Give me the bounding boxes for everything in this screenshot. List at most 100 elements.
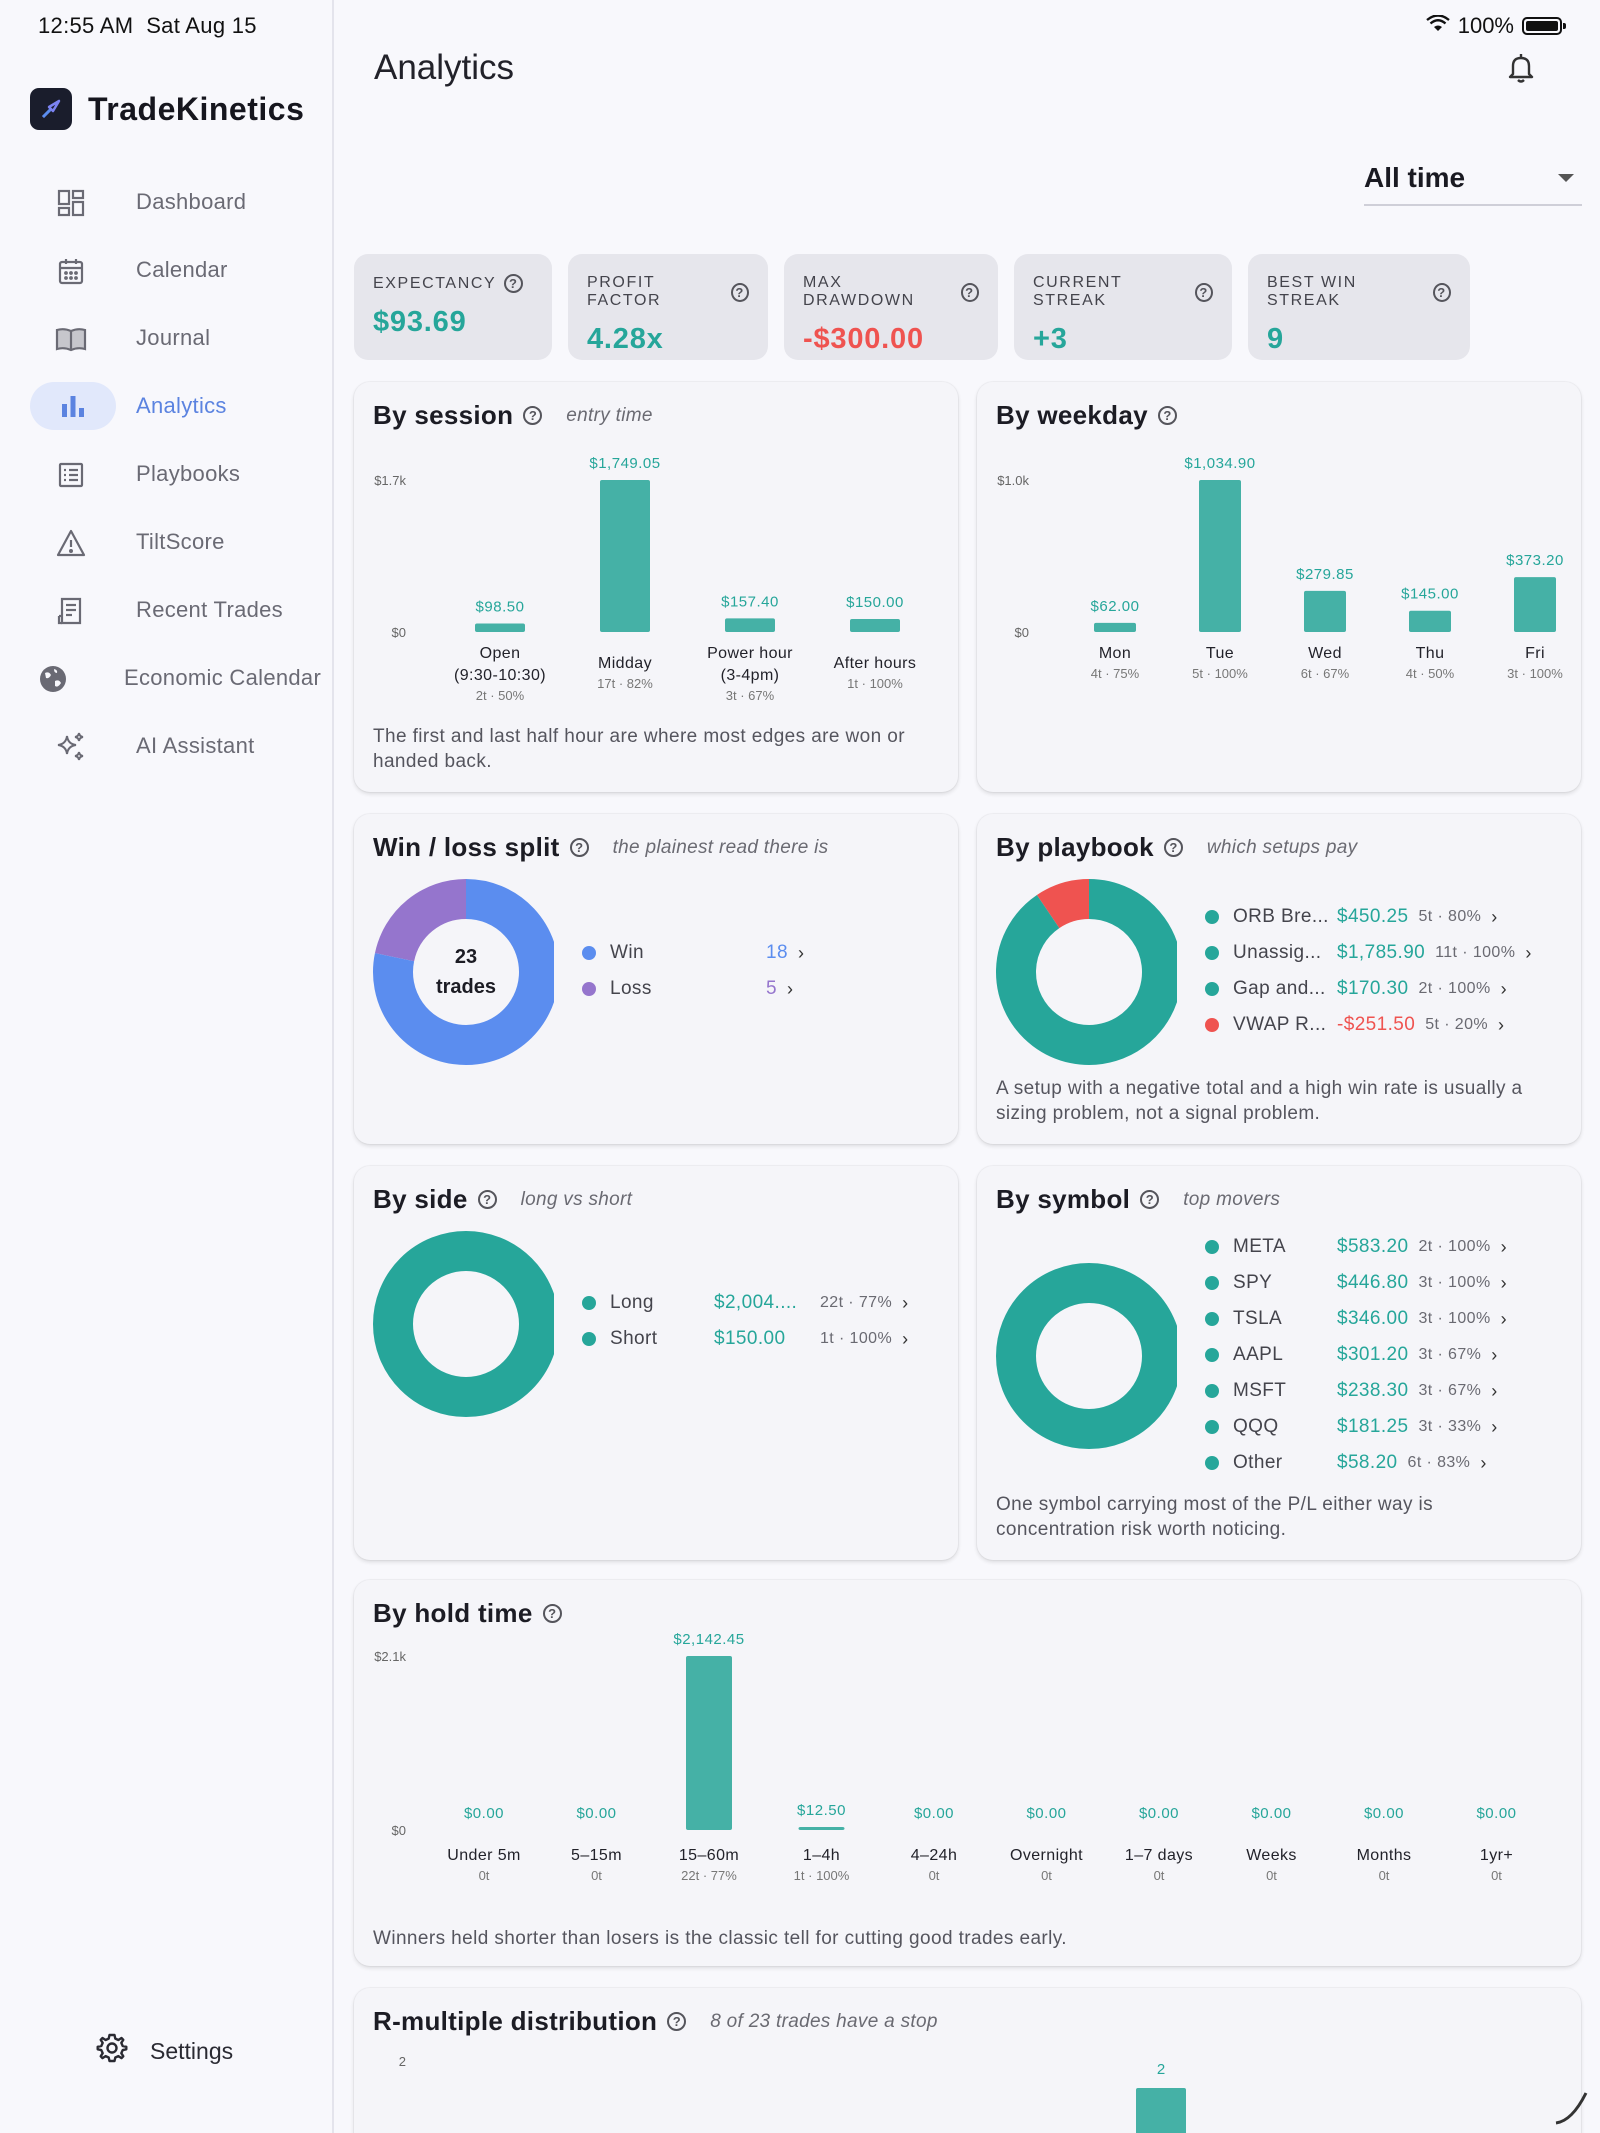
bar[interactable]: [1304, 590, 1346, 632]
help-icon[interactable]: ?: [1433, 282, 1451, 302]
legend-item[interactable]: Short $150.00 1t · 100% ›: [582, 1328, 909, 1350]
timeframe-select[interactable]: All time: [1364, 152, 1582, 206]
donut-center-caption: trades: [435, 976, 497, 998]
legend-item-loss[interactable]: Loss 5 ›: [582, 978, 793, 1000]
sidebar-item-calendar[interactable]: Calendar: [30, 236, 326, 304]
legend-dot: [1205, 1312, 1219, 1326]
bar[interactable]: [1094, 622, 1136, 632]
legend-item[interactable]: Long $2,004.... 22t · 77% ›: [582, 1292, 909, 1314]
legend-item[interactable]: SPY $446.80 3t · 100% ›: [1205, 1272, 1507, 1294]
bar[interactable]: [475, 623, 525, 632]
legend-name: Win: [610, 942, 644, 963]
donut-slice[interactable]: [373, 879, 554, 1065]
bar-value-label: $279.85: [1296, 566, 1354, 583]
card-note: A setup with a negative total and a high…: [996, 1078, 1523, 1124]
sidebar-item-label: Economic Calendar: [124, 665, 322, 690]
help-icon[interactable]: ?: [1157, 406, 1177, 425]
help-icon[interactable]: ?: [667, 2012, 687, 2031]
chevron-right-icon: ›: [902, 1328, 909, 1349]
bar[interactable]: [725, 618, 775, 632]
notifications-bell-icon[interactable]: [1506, 52, 1536, 89]
help-icon[interactable]: ?: [504, 274, 524, 293]
donut-slice[interactable]: [373, 1231, 554, 1417]
legend-meta: 11t · 100%: [1435, 944, 1516, 961]
brand-logo-icon: [30, 88, 72, 130]
donut-slice[interactable]: [996, 879, 1177, 1065]
legend-item[interactable]: ORB Bre... $450.25 5t · 80% ›: [1205, 906, 1498, 928]
stat-card-max-drawdown: MAX DRAWDOWN? -$300.00: [784, 254, 998, 360]
weekday-bar-chart: $1.0k $0 $62.00 Mon 4t · 75% $1,034.90 Tue 5t ·…: [997, 455, 1564, 681]
resize-handle-icon[interactable]: [1552, 2087, 1592, 2127]
help-icon[interactable]: ?: [523, 406, 543, 425]
help-icon[interactable]: ?: [542, 1604, 562, 1623]
help-icon[interactable]: ?: [1163, 838, 1183, 857]
legend-dot: [1205, 982, 1219, 996]
bar-value-label: $373.20: [1506, 552, 1564, 569]
donut-slice[interactable]: [1036, 879, 1090, 929]
globe-icon: [36, 662, 70, 696]
legend-name: Gap and...: [1233, 978, 1326, 999]
legend-item[interactable]: AAPL $301.20 3t · 67% ›: [1205, 1344, 1498, 1366]
settings-button[interactable]: Settings: [96, 2032, 233, 2070]
legend-item-win[interactable]: Win 18 ›: [582, 942, 804, 964]
legend-dot: [1205, 1240, 1219, 1254]
sparkles-icon: [54, 730, 88, 764]
legend-name: SPY: [1233, 1272, 1273, 1293]
bar[interactable]: [686, 1656, 732, 1830]
help-icon[interactable]: ?: [1140, 1190, 1160, 1209]
legend-dot: [582, 1296, 596, 1310]
legend-item[interactable]: Other $58.20 6t · 83% ›: [1205, 1452, 1487, 1474]
y-tick-label: $1.0k: [997, 473, 1029, 488]
sidebar-item-dashboard[interactable]: Dashboard: [30, 168, 326, 236]
legend-item[interactable]: VWAP R... -$251.50 5t · 20% ›: [1205, 1014, 1504, 1036]
y-tick-label: $1.7k: [374, 473, 406, 488]
help-icon[interactable]: ?: [569, 838, 589, 857]
legend-item[interactable]: Unassig... $1,785.90 11t · 100% ›: [1205, 942, 1532, 964]
status-time-date: 12:55 AM Sat Aug 15: [38, 13, 257, 39]
bar[interactable]: [1409, 610, 1451, 632]
x-tick-meta: 0t: [1379, 1868, 1390, 1883]
help-icon[interactable]: ?: [731, 282, 749, 302]
legend-value: $346.00: [1337, 1308, 1409, 1329]
bar[interactable]: [1199, 480, 1241, 632]
help-icon[interactable]: ?: [477, 1190, 497, 1209]
bar[interactable]: [1514, 577, 1556, 632]
legend-value: $181.25: [1337, 1416, 1409, 1437]
help-icon[interactable]: ?: [1195, 282, 1213, 302]
sidebar-item-recent-trades[interactable]: Recent Trades: [30, 576, 326, 644]
sidebar-item-playbooks[interactable]: Playbooks: [30, 440, 326, 508]
bar[interactable]: [798, 1827, 845, 1830]
legend-value: $1,785.90: [1337, 942, 1426, 963]
legend-item[interactable]: QQQ $181.25 3t · 33% ›: [1205, 1416, 1498, 1438]
sidebar-item-tiltscore[interactable]: TiltScore: [30, 508, 326, 576]
legend-dot: [582, 1332, 596, 1346]
help-icon[interactable]: ?: [960, 282, 979, 302]
stat-card-current-streak: CURRENT STREAK? +3: [1014, 254, 1232, 360]
timeframe-value: All time: [1364, 162, 1466, 193]
legend-item[interactable]: Gap and... $170.30 2t · 100% ›: [1205, 978, 1507, 1000]
chevron-right-icon: ›: [902, 1292, 909, 1313]
chevron-right-icon: ›: [1498, 1014, 1505, 1035]
legend-value: $446.80: [1337, 1272, 1409, 1293]
legend-dot: [582, 982, 596, 996]
sidebar-item-journal[interactable]: Journal: [30, 304, 326, 372]
legend-item[interactable]: META $583.20 2t · 100% ›: [1205, 1236, 1507, 1258]
donut-slice[interactable]: [374, 879, 467, 963]
sidebar-item-ai-assistant[interactable]: AI Assistant: [30, 712, 326, 780]
card-title: By playbook: [996, 832, 1154, 862]
bar-value-label: $2,142.45: [673, 1631, 744, 1648]
bar-value-label: $0.00: [914, 1805, 954, 1822]
legend-name: ORB Bre...: [1233, 906, 1329, 927]
sidebar-item-analytics[interactable]: Analytics: [30, 372, 326, 440]
legend-item[interactable]: MSFT $238.30 3t · 67% ›: [1205, 1380, 1498, 1402]
card-title: By session: [373, 400, 514, 430]
bar[interactable]: [850, 618, 900, 632]
sidebar-item-economic-calendar[interactable]: Economic Calendar: [30, 644, 326, 712]
legend-value: 18: [766, 942, 788, 963]
donut-slice[interactable]: [996, 1263, 1177, 1449]
brand[interactable]: TradeKinetics: [30, 88, 304, 130]
legend-item[interactable]: TSLA $346.00 3t · 100% ›: [1205, 1308, 1507, 1330]
legend-value: $150.00: [714, 1328, 786, 1349]
bar[interactable]: [1136, 2088, 1186, 2133]
bar[interactable]: [600, 480, 650, 632]
